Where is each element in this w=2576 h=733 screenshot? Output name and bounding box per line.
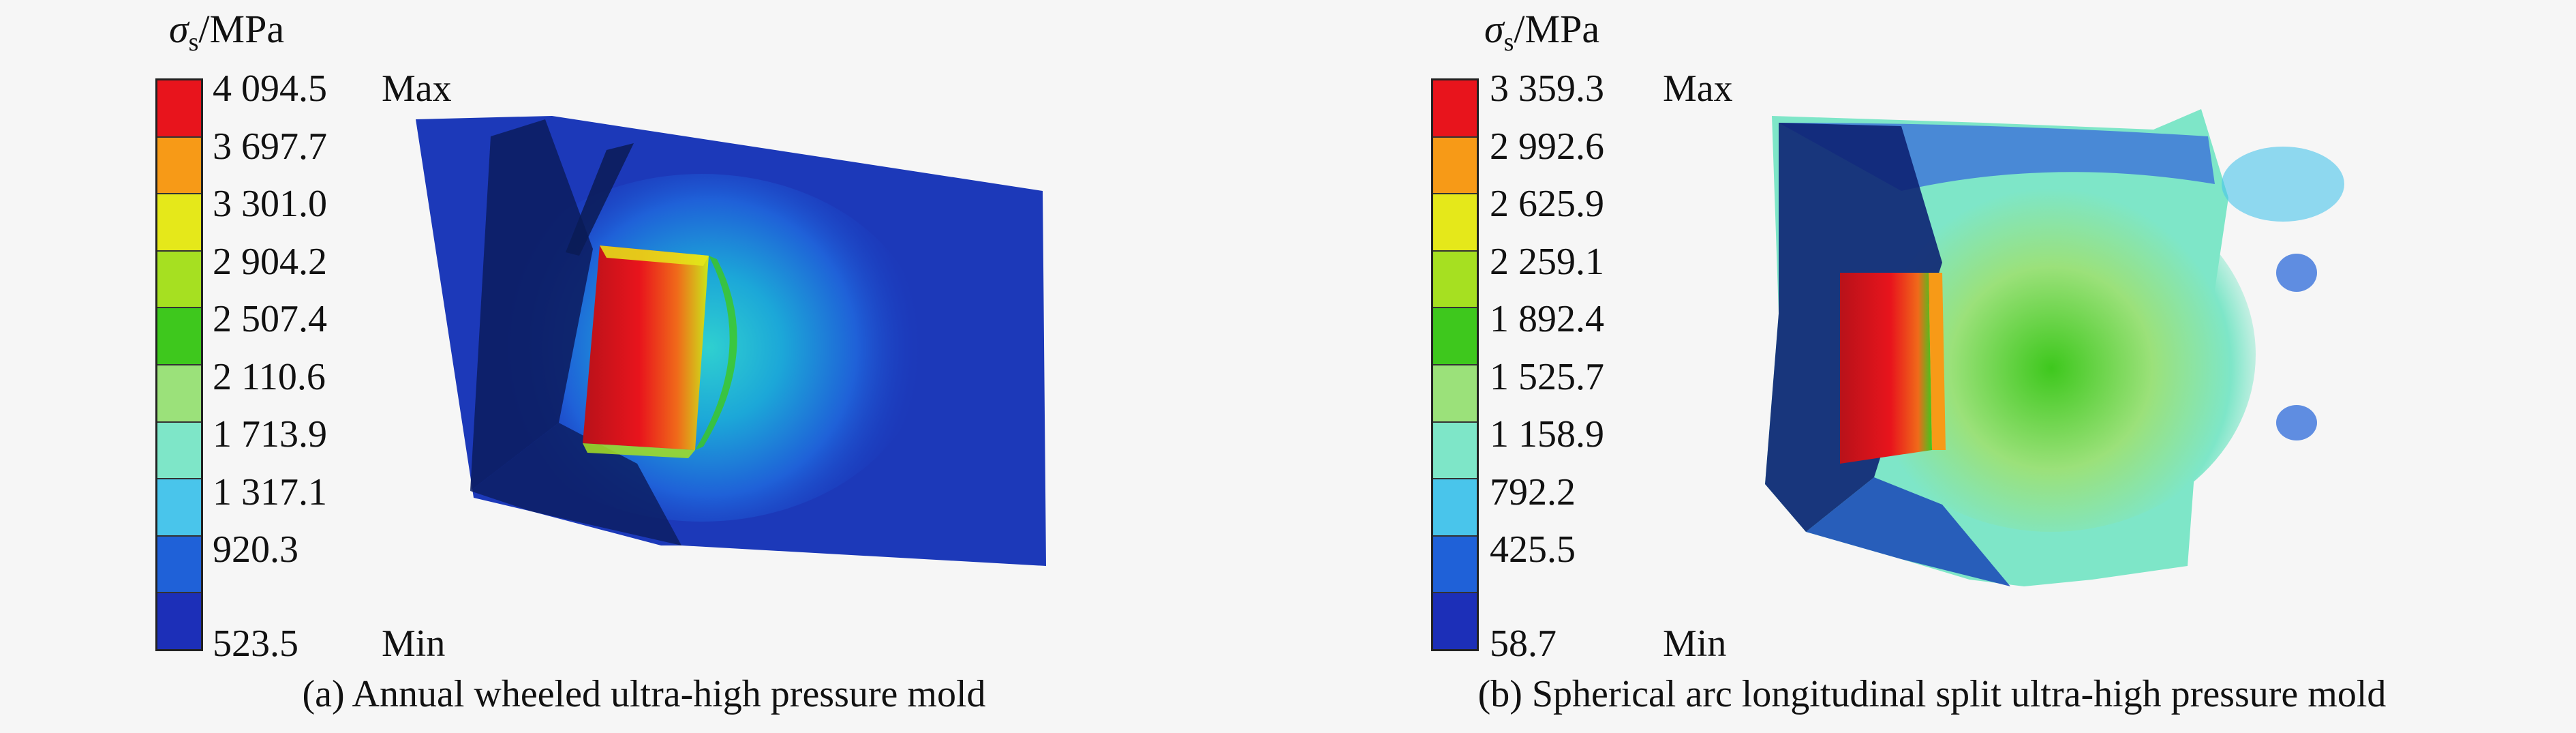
die-cavity-floor: [1806, 477, 2010, 586]
cavity-edge-shadow: [566, 143, 634, 256]
legend-value: 2 110.6: [213, 356, 326, 398]
low-stress-spot: [2276, 405, 2317, 440]
legend-swatch: [157, 593, 201, 649]
legend-swatch: [1433, 308, 1477, 365]
figure-caption: (b) Spherical arc longitudinal split ult…: [1477, 673, 2387, 715]
core-right-band: [695, 256, 737, 450]
legend-swatch: [1433, 479, 1477, 537]
legend-swatch: [1433, 422, 1477, 480]
panel-a: σs/MPa 4 094.5 3 697.7 3 301.0 2 904.2 2…: [155, 7, 1046, 715]
legend-swatch: [1433, 536, 1477, 594]
legend-value: 2 904.2: [213, 241, 327, 283]
legend-swatch: [157, 137, 201, 195]
figure-caption: (a) Annual wheeled ultra-high pressure m…: [302, 673, 986, 715]
legend-value: 2 507.4: [213, 298, 327, 340]
legend-swatch: [1433, 80, 1477, 138]
legend-swatch: [157, 308, 201, 365]
legend-swatch: [1433, 365, 1477, 423]
legend-value: 2 625.9: [1490, 183, 1604, 225]
stress-unit-label: σs/MPa: [169, 7, 285, 57]
legend-value: 2 992.6: [1490, 125, 1604, 168]
stress-contour-render: [1765, 109, 2344, 586]
high-stress-core: [1840, 273, 1932, 464]
legend-value: 792.2: [1490, 471, 1576, 513]
max-label: Max: [382, 68, 452, 110]
legend-value: 1 713.9: [213, 413, 327, 455]
legend-value: 1 525.7: [1490, 356, 1604, 398]
legend-swatch: [157, 365, 201, 423]
corner-stress-region: [2222, 147, 2344, 222]
legend-swatch: [157, 536, 201, 594]
legend-swatch: [157, 80, 201, 138]
legend-swatch: [157, 251, 201, 309]
die-cavity-shadow: [470, 119, 593, 491]
panel-b: σs/MPa 3 359.3 2 992.6 2 625.9 2 259.1 1…: [1288, 0, 2576, 733]
legend-value: 2 259.1: [1490, 241, 1604, 283]
legend-value: 3 301.0: [213, 183, 327, 225]
legend-value: 58.7: [1490, 623, 1557, 665]
legend-swatch: [1433, 593, 1477, 649]
legend-value: 1 317.1: [213, 471, 327, 513]
legend-value: 1 892.4: [1490, 298, 1604, 340]
legend-swatch: [1433, 194, 1477, 252]
legend-value: 523.5: [213, 623, 298, 665]
low-stress-spot: [2276, 254, 2317, 292]
legend-value: 920.3: [213, 528, 298, 571]
min-label: Min: [1663, 623, 1727, 665]
high-stress-core: [583, 245, 709, 450]
color-legend-bar: [1431, 78, 1479, 651]
core-top-edge: [600, 245, 709, 266]
stress-contour-render: [416, 116, 1046, 566]
legend-value: 1 158.9: [1490, 413, 1604, 455]
stress-unit-label: σs/MPa: [1484, 7, 1600, 57]
legend-value: 4 094.5: [213, 68, 327, 110]
legend-swatch: [157, 422, 201, 480]
legend-swatch: [157, 194, 201, 252]
legend-swatch: [1433, 251, 1477, 309]
legend-value: 3 697.7: [213, 125, 327, 168]
legend-value: 3 359.3: [1490, 68, 1604, 110]
legend-swatch: [1433, 137, 1477, 195]
max-label: Max: [1663, 68, 1733, 110]
min-label: Min: [382, 623, 446, 665]
legend-value: 425.5: [1490, 528, 1576, 571]
stress-halo: [1847, 177, 2256, 532]
core-edge: [1929, 273, 1946, 450]
legend-swatch: [157, 479, 201, 537]
color-legend-bar: [155, 78, 203, 651]
die-cavity-floor: [470, 423, 681, 545]
core-bottom-edge: [583, 443, 695, 458]
